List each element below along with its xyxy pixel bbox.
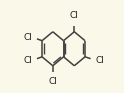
Text: Cl: Cl <box>23 33 32 42</box>
Text: Cl: Cl <box>96 56 105 65</box>
Text: Cl: Cl <box>70 11 79 20</box>
Text: Cl: Cl <box>23 56 32 65</box>
Text: Cl: Cl <box>48 77 57 86</box>
